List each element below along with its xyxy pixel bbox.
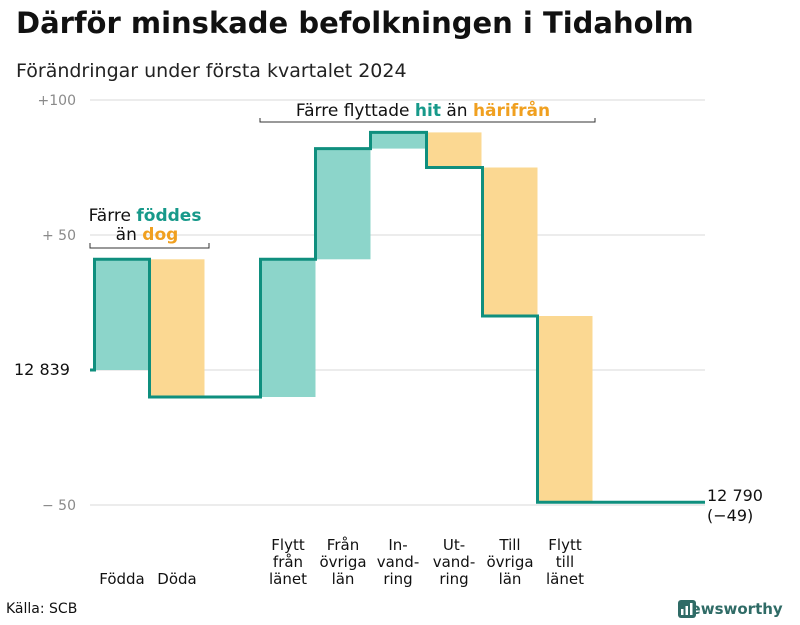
category-label: från — [273, 553, 303, 571]
category-label: övriga — [486, 553, 533, 571]
category-label: vand- — [433, 553, 476, 571]
birth-annotation-line1: Färre föddes — [89, 206, 202, 226]
chart-title: Därför minskade befolkningen i Tidaholm — [16, 6, 694, 40]
category-label: Döda — [157, 570, 196, 588]
bar-flytt-till-länet — [537, 316, 593, 503]
brand-name: Newsworthy — [678, 600, 783, 618]
brand-logo: Newsworthy — [678, 600, 783, 618]
category-label: vand- — [377, 553, 420, 571]
category-label: Flytt — [548, 536, 582, 554]
running-total-line — [90, 130, 705, 504]
newsworthy-icon — [678, 600, 696, 618]
migration-bracket — [259, 118, 596, 123]
end-change-label: (−49) — [707, 506, 753, 525]
category-label: Födda — [99, 570, 145, 588]
bar-från-övriga-län — [315, 148, 371, 260]
bar-invandring — [370, 132, 426, 149]
birth-bracket — [89, 243, 210, 249]
category-label: länet — [546, 570, 584, 588]
bar-flytt-från-länet — [260, 259, 316, 397]
y-tick-label: +100 — [38, 93, 76, 109]
category-label: In- — [388, 536, 407, 554]
category-label: Ut- — [443, 536, 465, 554]
start-value-label: 12 839 — [14, 360, 70, 379]
category-label: länet — [269, 570, 307, 588]
category-label: Från — [327, 536, 359, 554]
category-label: län — [332, 570, 355, 588]
source-note: Källa: SCB — [6, 601, 78, 617]
birth-annotation-line2: än dog — [116, 225, 179, 245]
category-label: övriga — [319, 553, 366, 571]
chart-subtitle: Förändringar under första kvartalet 2024 — [16, 60, 407, 82]
category-label: ring — [383, 570, 412, 588]
bar-födda — [94, 259, 150, 370]
y-tick-label: + 50 — [42, 228, 76, 244]
category-label: län — [499, 570, 522, 588]
end-value-label: 12 790 — [707, 486, 763, 505]
bar-utvandring — [426, 132, 482, 168]
category-label: Flytt — [271, 536, 305, 554]
y-tick-label: − 50 — [42, 498, 76, 514]
migration-annotation: Färre flyttade hit än härifrån — [296, 99, 550, 121]
category-label: Till — [498, 536, 520, 554]
bar-döda — [149, 259, 205, 397]
category-label: till — [556, 553, 574, 571]
bar-till-övriga-län — [482, 167, 538, 316]
category-label: ring — [439, 570, 468, 588]
